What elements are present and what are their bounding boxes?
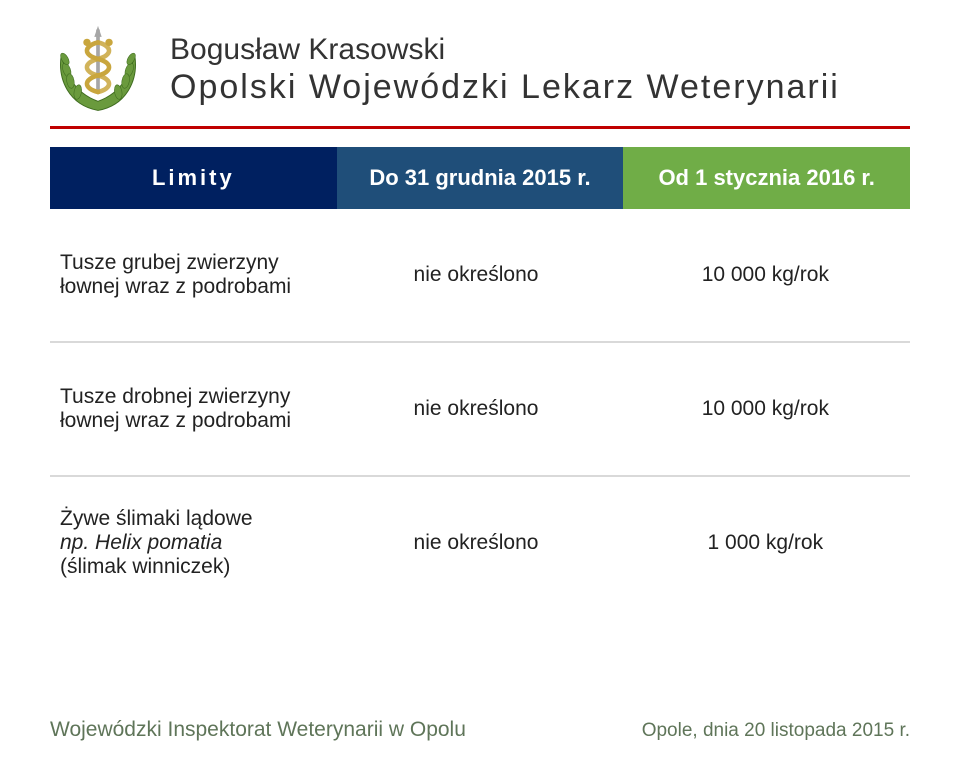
row-label: Tusze grubej zwierzyny łownej wraz z pod… xyxy=(50,223,331,327)
row-label-line: Tusze drobnej zwierzyny xyxy=(60,385,290,408)
footer-org: Wojewódzki Inspektorat Weterynarii w Opo… xyxy=(50,718,466,742)
title-block: Bogusław Krasowski Opolski Wojewódzki Le… xyxy=(170,33,910,107)
table-row: Tusze drobnej zwierzyny łownej wraz z po… xyxy=(50,343,910,475)
row-col3: 10 000 kg/rok xyxy=(621,369,910,449)
row-label: Tusze drobnej zwierzyny łownej wraz z po… xyxy=(50,357,331,461)
row-label-line: łownej wraz z podrobami xyxy=(60,275,291,298)
row-label-line: (ślimak winniczek) xyxy=(60,555,230,578)
row-label-line: np. Helix pomatia xyxy=(60,531,222,554)
limits-table: Limity Do 31 grudnia 2015 r. Od 1 styczn… xyxy=(50,147,910,609)
row-label-line: Żywe ślimaki lądowe xyxy=(60,507,253,530)
table-row: Żywe ślimaki lądowe np. Helix pomatia (ś… xyxy=(50,477,910,609)
caduceus-icon xyxy=(52,24,144,116)
veterinary-logo xyxy=(50,22,146,118)
row-label: Żywe ślimaki lądowe np. Helix pomatia (ś… xyxy=(50,479,331,607)
col-header-do: Do 31 grudnia 2015 r. xyxy=(337,147,624,209)
row-label-line: Tusze grubej zwierzyny xyxy=(60,251,279,274)
row-col3: 1 000 kg/rok xyxy=(621,503,910,583)
table-row: Tusze grubej zwierzyny łownej wraz z pod… xyxy=(50,209,910,341)
row-col2: nie określono xyxy=(331,369,620,449)
row-col2: nie określono xyxy=(331,235,620,315)
col-header-limity: Limity xyxy=(50,147,337,209)
header-rule xyxy=(50,126,910,129)
row-label-line: łownej wraz z podrobami xyxy=(60,409,291,432)
header: Bogusław Krasowski Opolski Wojewódzki Le… xyxy=(50,22,910,118)
office-title: Opolski Wojewódzki Lekarz Weterynarii xyxy=(170,68,910,107)
footer: Wojewódzki Inspektorat Weterynarii w Opo… xyxy=(50,718,910,742)
row-col2: nie określono xyxy=(331,503,620,583)
footer-date: Opole, dnia 20 listopada 2015 r. xyxy=(642,720,910,742)
table-header-row: Limity Do 31 grudnia 2015 r. Od 1 styczn… xyxy=(50,147,910,209)
row-col3: 10 000 kg/rok xyxy=(621,235,910,315)
slide: Bogusław Krasowski Opolski Wojewódzki Le… xyxy=(0,0,960,766)
col-header-od: Od 1 stycznia 2016 r. xyxy=(623,147,910,209)
person-name: Bogusław Krasowski xyxy=(170,33,910,68)
